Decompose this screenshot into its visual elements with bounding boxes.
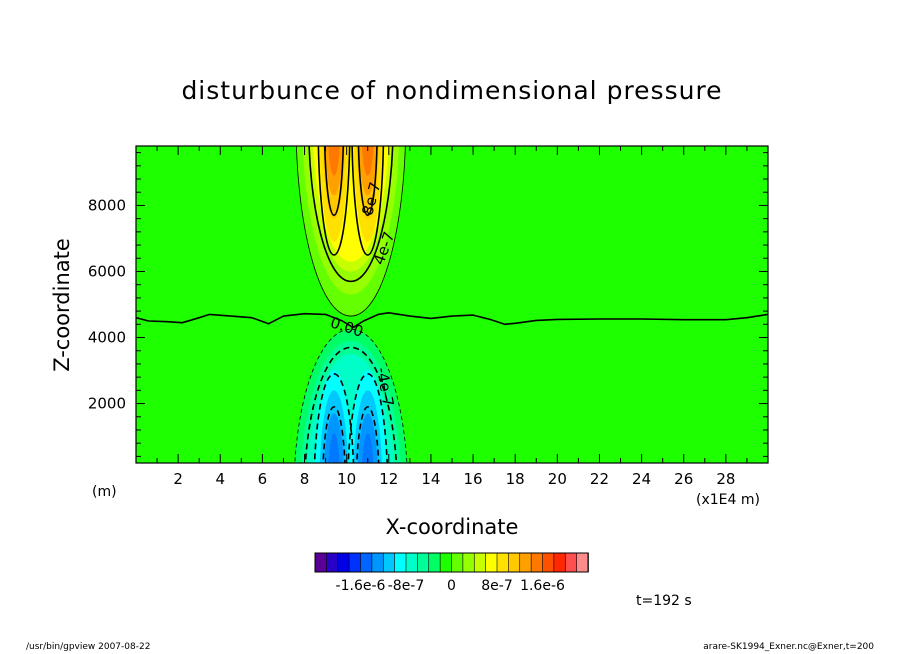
x-tick-label: 20	[548, 470, 567, 488]
time-label: t=192 s	[636, 593, 692, 609]
colorbar-swatch	[439, 552, 453, 573]
x-tick-label: 24	[632, 470, 651, 488]
colorbar-swatch	[417, 552, 430, 573]
x-tick-label: 16	[464, 470, 483, 488]
colorbar-swatch	[405, 552, 419, 573]
colorbar-tick-label: 1.6e-6	[520, 578, 565, 594]
colorbar-swatch	[382, 552, 396, 573]
y-tick-label: 8000	[88, 196, 126, 214]
y-tick-label: 2000	[88, 395, 126, 413]
zero-contour	[136, 312, 768, 329]
x-tick-label: 22	[590, 470, 609, 488]
chart-title: disturbunce of nondimensional pressure	[181, 76, 723, 105]
x-tick-label: 26	[674, 470, 693, 488]
colorbar-swatch	[564, 552, 578, 573]
colorbar-swatch	[394, 552, 407, 573]
pos-fill-8a	[328, 146, 340, 176]
colorbar-swatch	[428, 552, 441, 573]
pos-contour-4e-7	[308, 146, 394, 283]
colorbar-swatch	[473, 552, 487, 573]
neg-contour-b	[347, 373, 388, 463]
colorbar-swatch	[485, 552, 498, 573]
x-unit-label: (x1E4 m)	[696, 492, 760, 508]
y-tick-label: 6000	[88, 262, 126, 280]
y-axis-label: Z-coordinate	[50, 238, 74, 372]
colorbar-swatch	[371, 552, 385, 573]
colorbar-swatch	[576, 552, 589, 573]
pos-contour-8e-7-a	[317, 146, 351, 256]
colorbar-swatch	[462, 552, 476, 573]
colorbar-swatch	[326, 552, 339, 573]
neg-contour-4e-7	[304, 346, 398, 463]
colorbar-swatch	[496, 552, 510, 573]
x-tick-label: 2	[173, 470, 183, 488]
footer-right: arare-SK1994_Exner.nc@Exner,t=200	[703, 642, 874, 652]
plot-background	[136, 146, 768, 463]
x-tick-label: 10	[337, 470, 356, 488]
x-tick-label: 12	[379, 470, 398, 488]
x-tick-label: 14	[421, 470, 440, 488]
pos-contour-8e-7-b	[351, 146, 385, 256]
pos-fill-8b	[361, 146, 374, 176]
colorbar-swatch	[508, 552, 521, 573]
x-tick-label: 28	[716, 470, 735, 488]
pos-contour-inner-b	[357, 146, 378, 217]
x-tick-label: 18	[506, 470, 525, 488]
y-tick-label: 4000	[88, 329, 126, 347]
colorbar-frame	[314, 552, 589, 573]
pos-contour-inner-a	[324, 146, 345, 217]
neg-contour-thin-outer	[294, 328, 408, 463]
neg-contour-a	[313, 373, 355, 463]
neg-contour-inner-a	[322, 406, 346, 463]
neg-fill-7b	[362, 433, 374, 463]
colorbar-swatch	[553, 552, 567, 573]
y-unit-label: (m)	[92, 484, 117, 500]
x-tick-label: 8	[300, 470, 310, 488]
footer-left: /usr/bin/gpview 2007-08-22	[26, 642, 151, 652]
colorbar-swatch	[542, 552, 555, 573]
neg-fill-7a	[328, 433, 340, 463]
colorbar-tick-label: 8e-7	[481, 578, 512, 594]
x-tick-label: 6	[258, 470, 268, 488]
colorbar-swatch	[348, 552, 362, 573]
x-tick-label: 4	[215, 470, 225, 488]
colorbar-swatch	[519, 552, 532, 573]
colorbar-swatch	[314, 552, 328, 573]
colorbar-tick-label: -8e-7	[388, 578, 425, 594]
contour-layers	[136, 146, 768, 463]
neg-contour-inner-b	[355, 406, 380, 463]
colorbar-swatch	[530, 552, 544, 573]
colorbar-swatch	[360, 552, 373, 573]
pos-contour-thin-outer	[296, 146, 406, 317]
colorbar-swatch	[451, 552, 464, 573]
x-axis-label: X-coordinate	[385, 515, 519, 539]
colorbar-swatch	[337, 552, 350, 573]
colorbar-tick-label: -1.6e-6	[336, 578, 386, 594]
colorbar-tick-label: 0	[447, 578, 456, 594]
